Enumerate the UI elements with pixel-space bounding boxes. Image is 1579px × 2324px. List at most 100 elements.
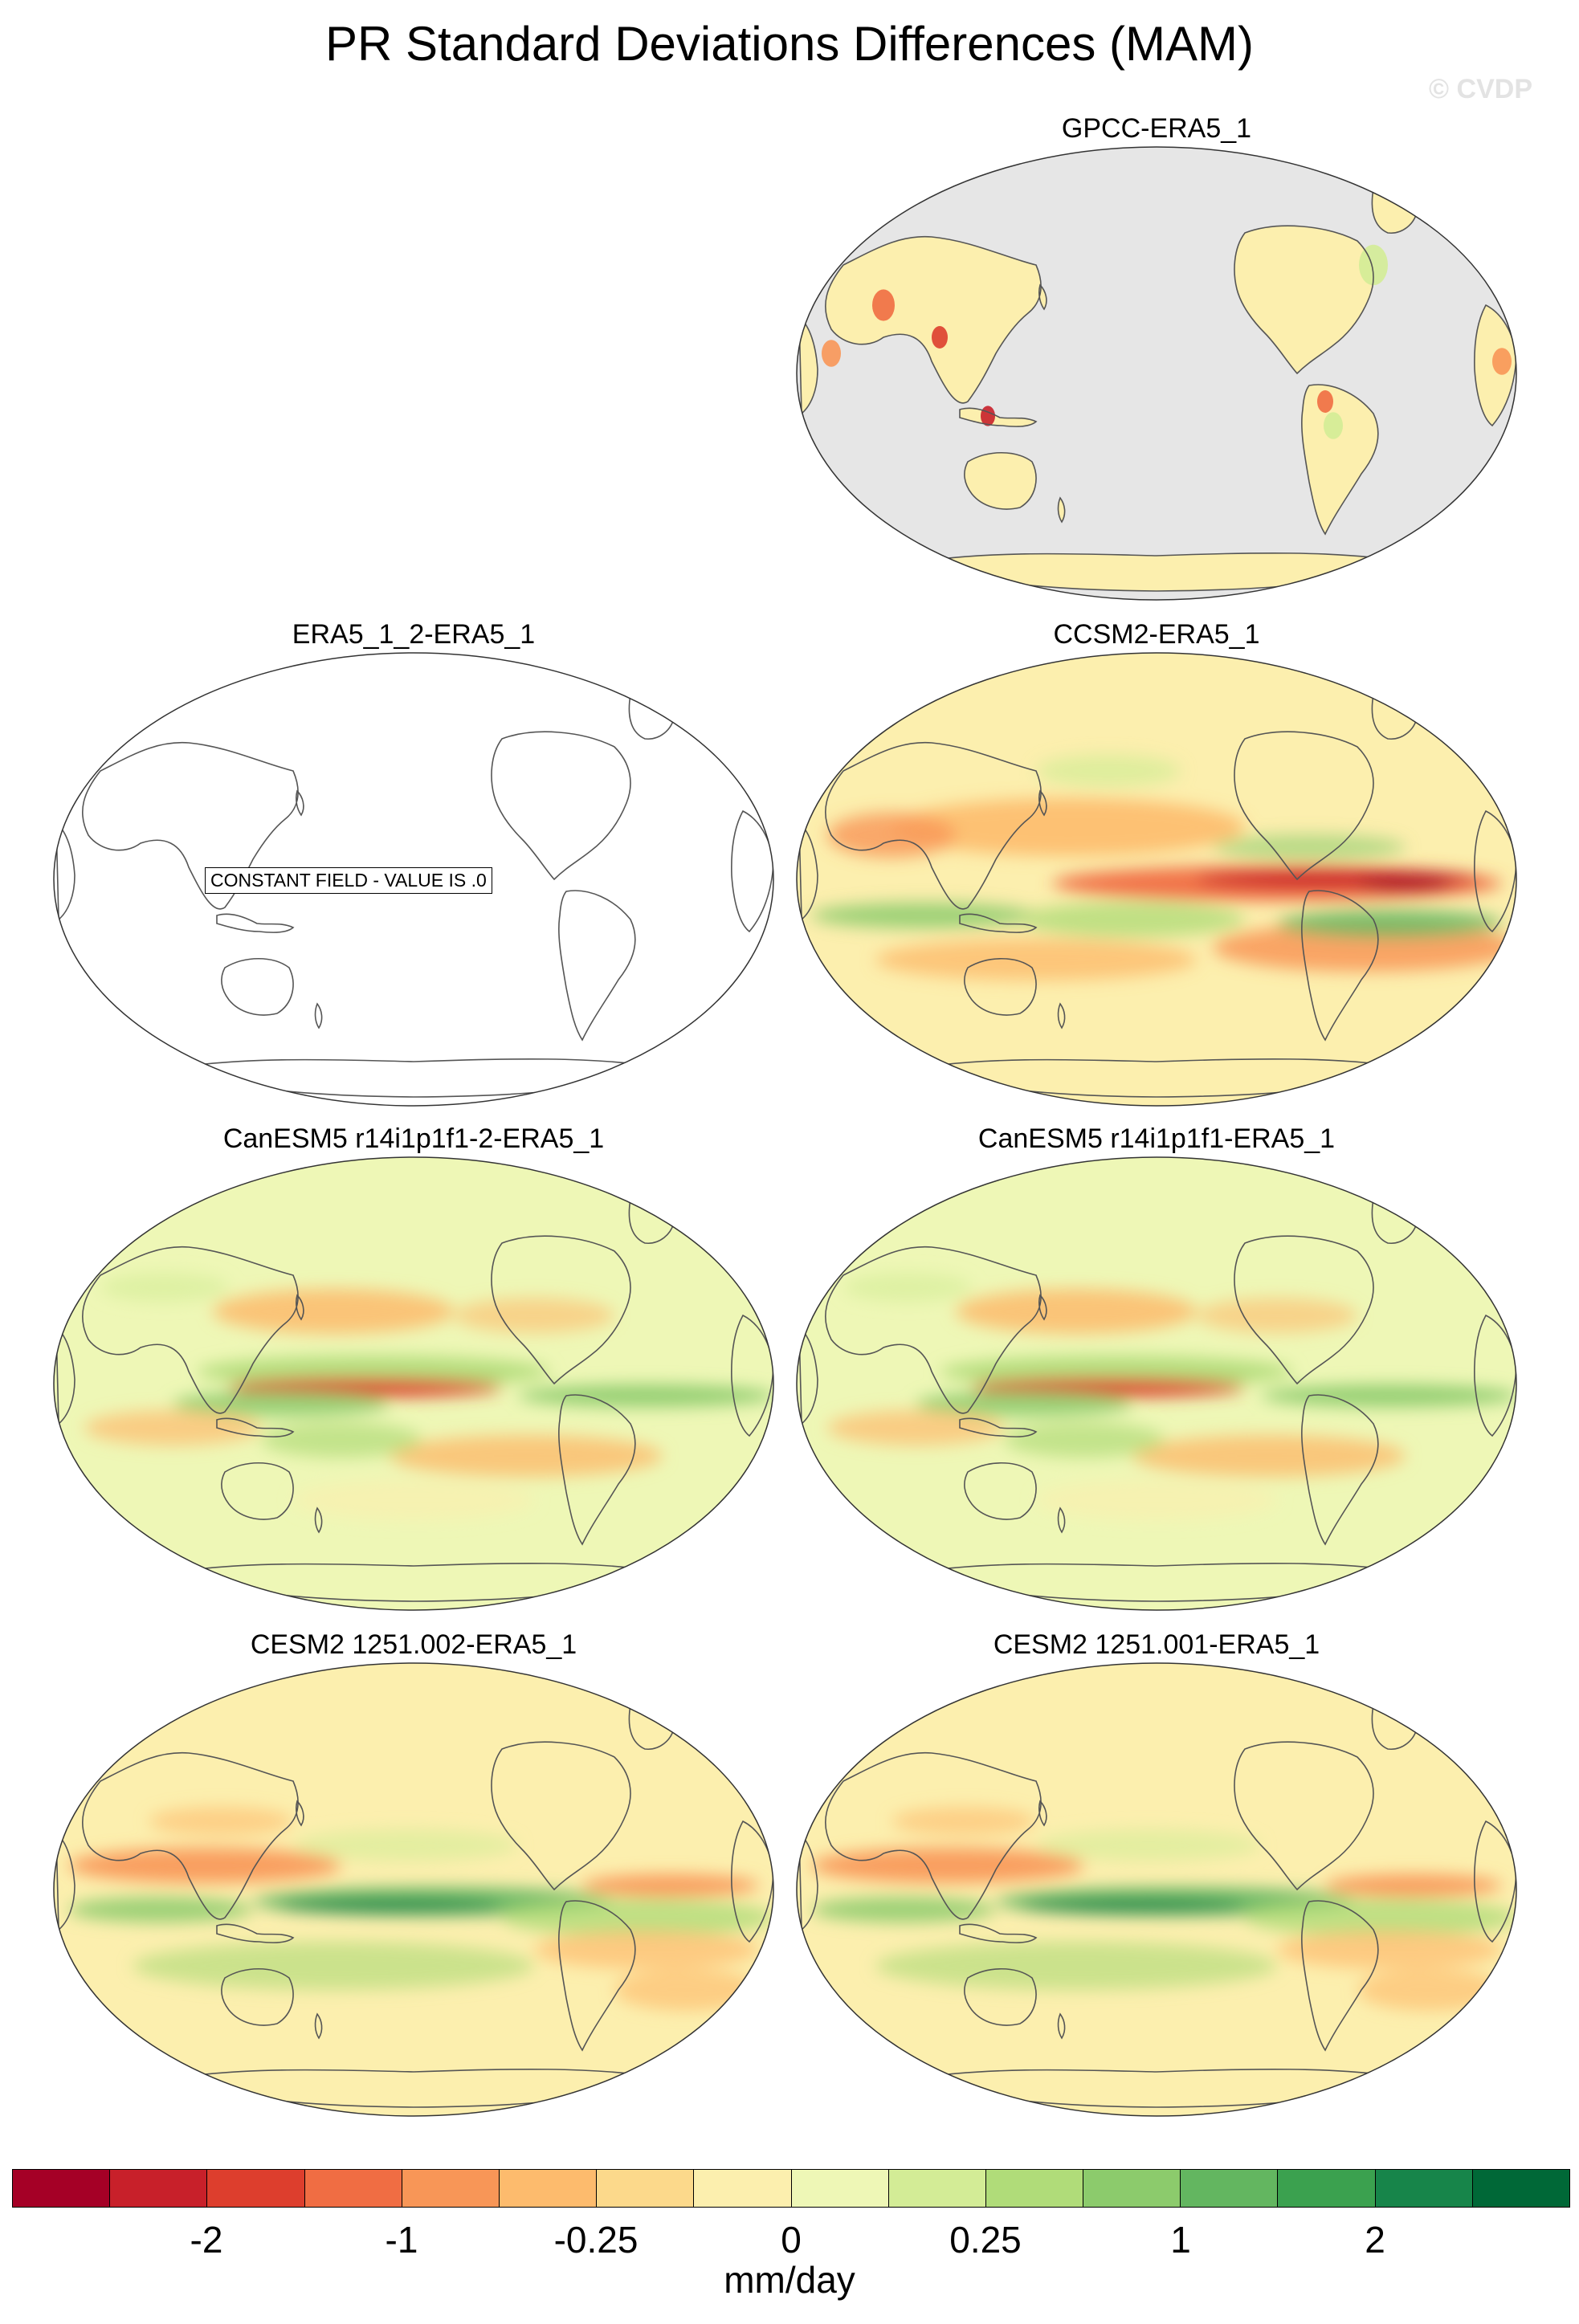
coastline — [82, 1246, 299, 1414]
precip-anomaly-band — [197, 1356, 550, 1388]
coastline — [1038, 1294, 1047, 1321]
coastline — [1234, 225, 1374, 375]
coastline — [798, 1832, 818, 1931]
precip-anomaly-band — [875, 1942, 1277, 1990]
colorbar-swatch — [110, 2170, 208, 2207]
colorbar-swatch — [13, 2170, 111, 2207]
colorbar-swatch — [985, 2170, 1084, 2207]
land-field — [1234, 226, 1373, 373]
panel-era5-1-2: ERA5_1_2-ERA5_1 — [52, 618, 775, 1108]
precip-anomaly-band — [614, 1969, 759, 2011]
coastline — [314, 2012, 323, 2040]
coastline — [221, 1462, 294, 1520]
precip-anomaly-band — [454, 1298, 614, 1333]
precip-anomaly-spot — [932, 326, 948, 349]
precip-anomaly-band — [1197, 1298, 1357, 1333]
coastline — [221, 1967, 294, 2026]
map-outline — [53, 652, 774, 1107]
coastline — [798, 822, 818, 921]
colorbar-swatch — [1472, 2170, 1569, 2207]
coastline — [959, 1923, 1038, 1943]
coastline — [1057, 2012, 1066, 2040]
watermark: © CVDP — [1429, 74, 1532, 104]
coastline — [964, 1462, 1037, 1520]
map-canesm5 — [796, 1156, 1517, 1611]
precip-anomaly-band — [916, 1391, 1132, 1417]
colorbar-tick-label: 1 — [1170, 2219, 1191, 2261]
precip-anomaly-band — [892, 798, 1245, 856]
colorbar-swatch — [402, 2170, 500, 2207]
colorbar-swatch — [207, 2170, 305, 2207]
coastline — [1057, 1002, 1066, 1029]
coastline — [964, 1967, 1037, 2026]
map-ccsm2 — [796, 652, 1517, 1107]
coastline — [825, 235, 1042, 404]
map-gpcc — [796, 146, 1517, 601]
colorbar-swatch — [694, 2170, 792, 2207]
coastline — [1038, 283, 1047, 311]
panel-canesm5-2: CanESM5 r14i1p1f1-2-ERA5_1 — [52, 1123, 775, 1613]
precip-anomaly-band — [1277, 1931, 1502, 1969]
precip-anomaly-spot — [1324, 412, 1343, 439]
precip-anomaly-band — [293, 1480, 534, 1520]
coastline — [1038, 789, 1047, 817]
coastline — [216, 1923, 295, 1943]
colorbar-tick-label: 0.25 — [949, 2219, 1022, 2261]
precip-anomaly-band — [1213, 834, 1406, 860]
coastline — [55, 1832, 75, 1931]
precip-anomaly-band — [1020, 1899, 1245, 1912]
coastline — [558, 1900, 636, 2052]
precip-anomaly-band — [84, 1410, 261, 1445]
precip-anomaly-band — [1357, 1969, 1502, 2011]
coastline — [314, 1002, 323, 1029]
precip-anomaly-spot — [1317, 390, 1333, 413]
panel-ccsm2: CCSM2-ERA5_1 — [795, 618, 1518, 1108]
coastline — [959, 1417, 1038, 1437]
precip-anomaly-band — [68, 1897, 253, 1922]
coastline — [55, 822, 75, 921]
precip-anomaly-band — [149, 1807, 293, 1836]
precip-anomaly-band — [173, 1391, 390, 1417]
map-cesm2-002 — [53, 1662, 774, 2117]
precip-anomaly-band — [827, 813, 956, 858]
precip-anomaly-spot — [1359, 244, 1388, 286]
precip-anomaly-band — [390, 1435, 663, 1477]
precip-anomaly-band — [811, 1897, 996, 1922]
precip-anomaly-spot — [872, 289, 895, 321]
panel-cesm2-001: CESM2 1251.001-ERA5_1 — [795, 1629, 1518, 2118]
precip-anomaly-band — [502, 1898, 773, 1937]
coastline — [314, 1507, 323, 1534]
panel-title: CESM2 1251.002-ERA5_1 — [250, 1629, 577, 1660]
coastline — [825, 741, 1042, 910]
precip-anomaly-band — [1357, 875, 1454, 891]
coastline — [55, 1326, 75, 1425]
panel-title: CESM2 1251.001-ERA5_1 — [993, 1629, 1320, 1660]
precip-anomaly-band — [843, 1273, 972, 1302]
precip-anomaly-band — [875, 939, 1197, 981]
coastline — [558, 890, 636, 1042]
colorbar-swatch — [791, 2170, 889, 2207]
colorbar-swatch — [1083, 2170, 1181, 2207]
land-field — [916, 552, 1406, 591]
precip-anomaly-band — [956, 1289, 1197, 1334]
precip-anomaly-band — [213, 1289, 454, 1334]
figure-title: PR Standard Deviations Differences (MAM) — [325, 17, 1254, 71]
precip-anomaly-band — [1020, 902, 1245, 937]
precip-anomaly-band — [940, 1356, 1293, 1388]
panel-canesm5: CanESM5 r14i1p1f1-ERA5_1 — [795, 1123, 1518, 1613]
coastline — [959, 913, 1038, 933]
precip-anomaly-band — [892, 1807, 1036, 1836]
precip-anomaly-band — [68, 1848, 341, 1883]
colorbar-swatch — [1278, 2170, 1376, 2207]
coastline — [1057, 1507, 1066, 1534]
coastline — [964, 451, 1037, 510]
coastline — [1038, 1800, 1047, 1827]
colorbar-swatch — [1375, 2170, 1473, 2207]
precip-anomaly-band — [293, 1829, 518, 1861]
precip-anomaly-band — [1036, 1829, 1261, 1861]
coastline — [491, 731, 631, 881]
coastline — [491, 1235, 631, 1385]
panel-title: CanESM5 r14i1p1f1-2-ERA5_1 — [222, 1123, 605, 1154]
colorbar-tick-label: 0 — [781, 2219, 802, 2261]
constant-field-note: CONSTANT FIELD - VALUE IS .0 — [205, 867, 492, 894]
